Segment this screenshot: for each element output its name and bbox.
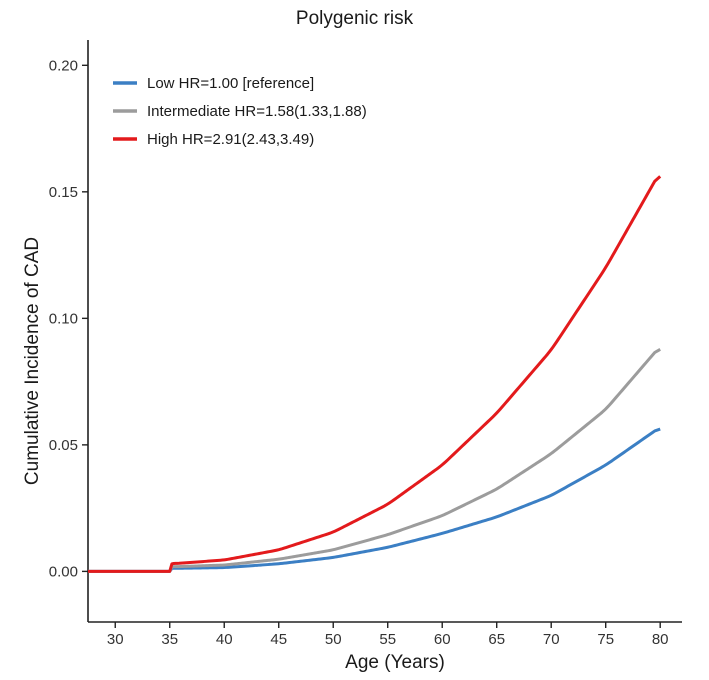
x-tick-label: 55 [379,631,396,648]
x-tick-label: 80 [652,631,669,648]
y-tick-label: 0.10 [49,310,78,327]
y-tick-label: 0.00 [49,563,78,580]
x-tick-label: 40 [216,631,233,648]
x-axis-title: Age (Years) [345,652,445,673]
series-line-0 [88,427,661,573]
series-line-1 [88,348,661,573]
x-tick-label: 60 [434,631,451,648]
y-tick-label: 0.05 [49,437,78,454]
x-tick-label: 70 [543,631,560,648]
series-line-2 [88,175,662,573]
x-tick-label: 45 [270,631,287,648]
y-tick-label: 0.20 [49,57,78,74]
x-tick-label: 35 [161,631,178,648]
x-tick-label: 30 [107,631,124,648]
x-tick-label: 65 [488,631,505,648]
y-axis-title: Cumulative Incidence of CAD [22,237,43,485]
x-tick-label: 50 [325,631,342,648]
x-tick-label: 75 [597,631,614,648]
legend-label-0: Low HR=1.00 [reference] [147,75,314,92]
y-tick-label: 0.15 [49,184,78,201]
legend-label-2: High HR=2.91(2.43,3.49) [147,131,314,148]
legend-label-1: Intermediate HR=1.58(1.33,1.88) [147,103,367,120]
chart-title: Polygenic risk [295,8,414,29]
